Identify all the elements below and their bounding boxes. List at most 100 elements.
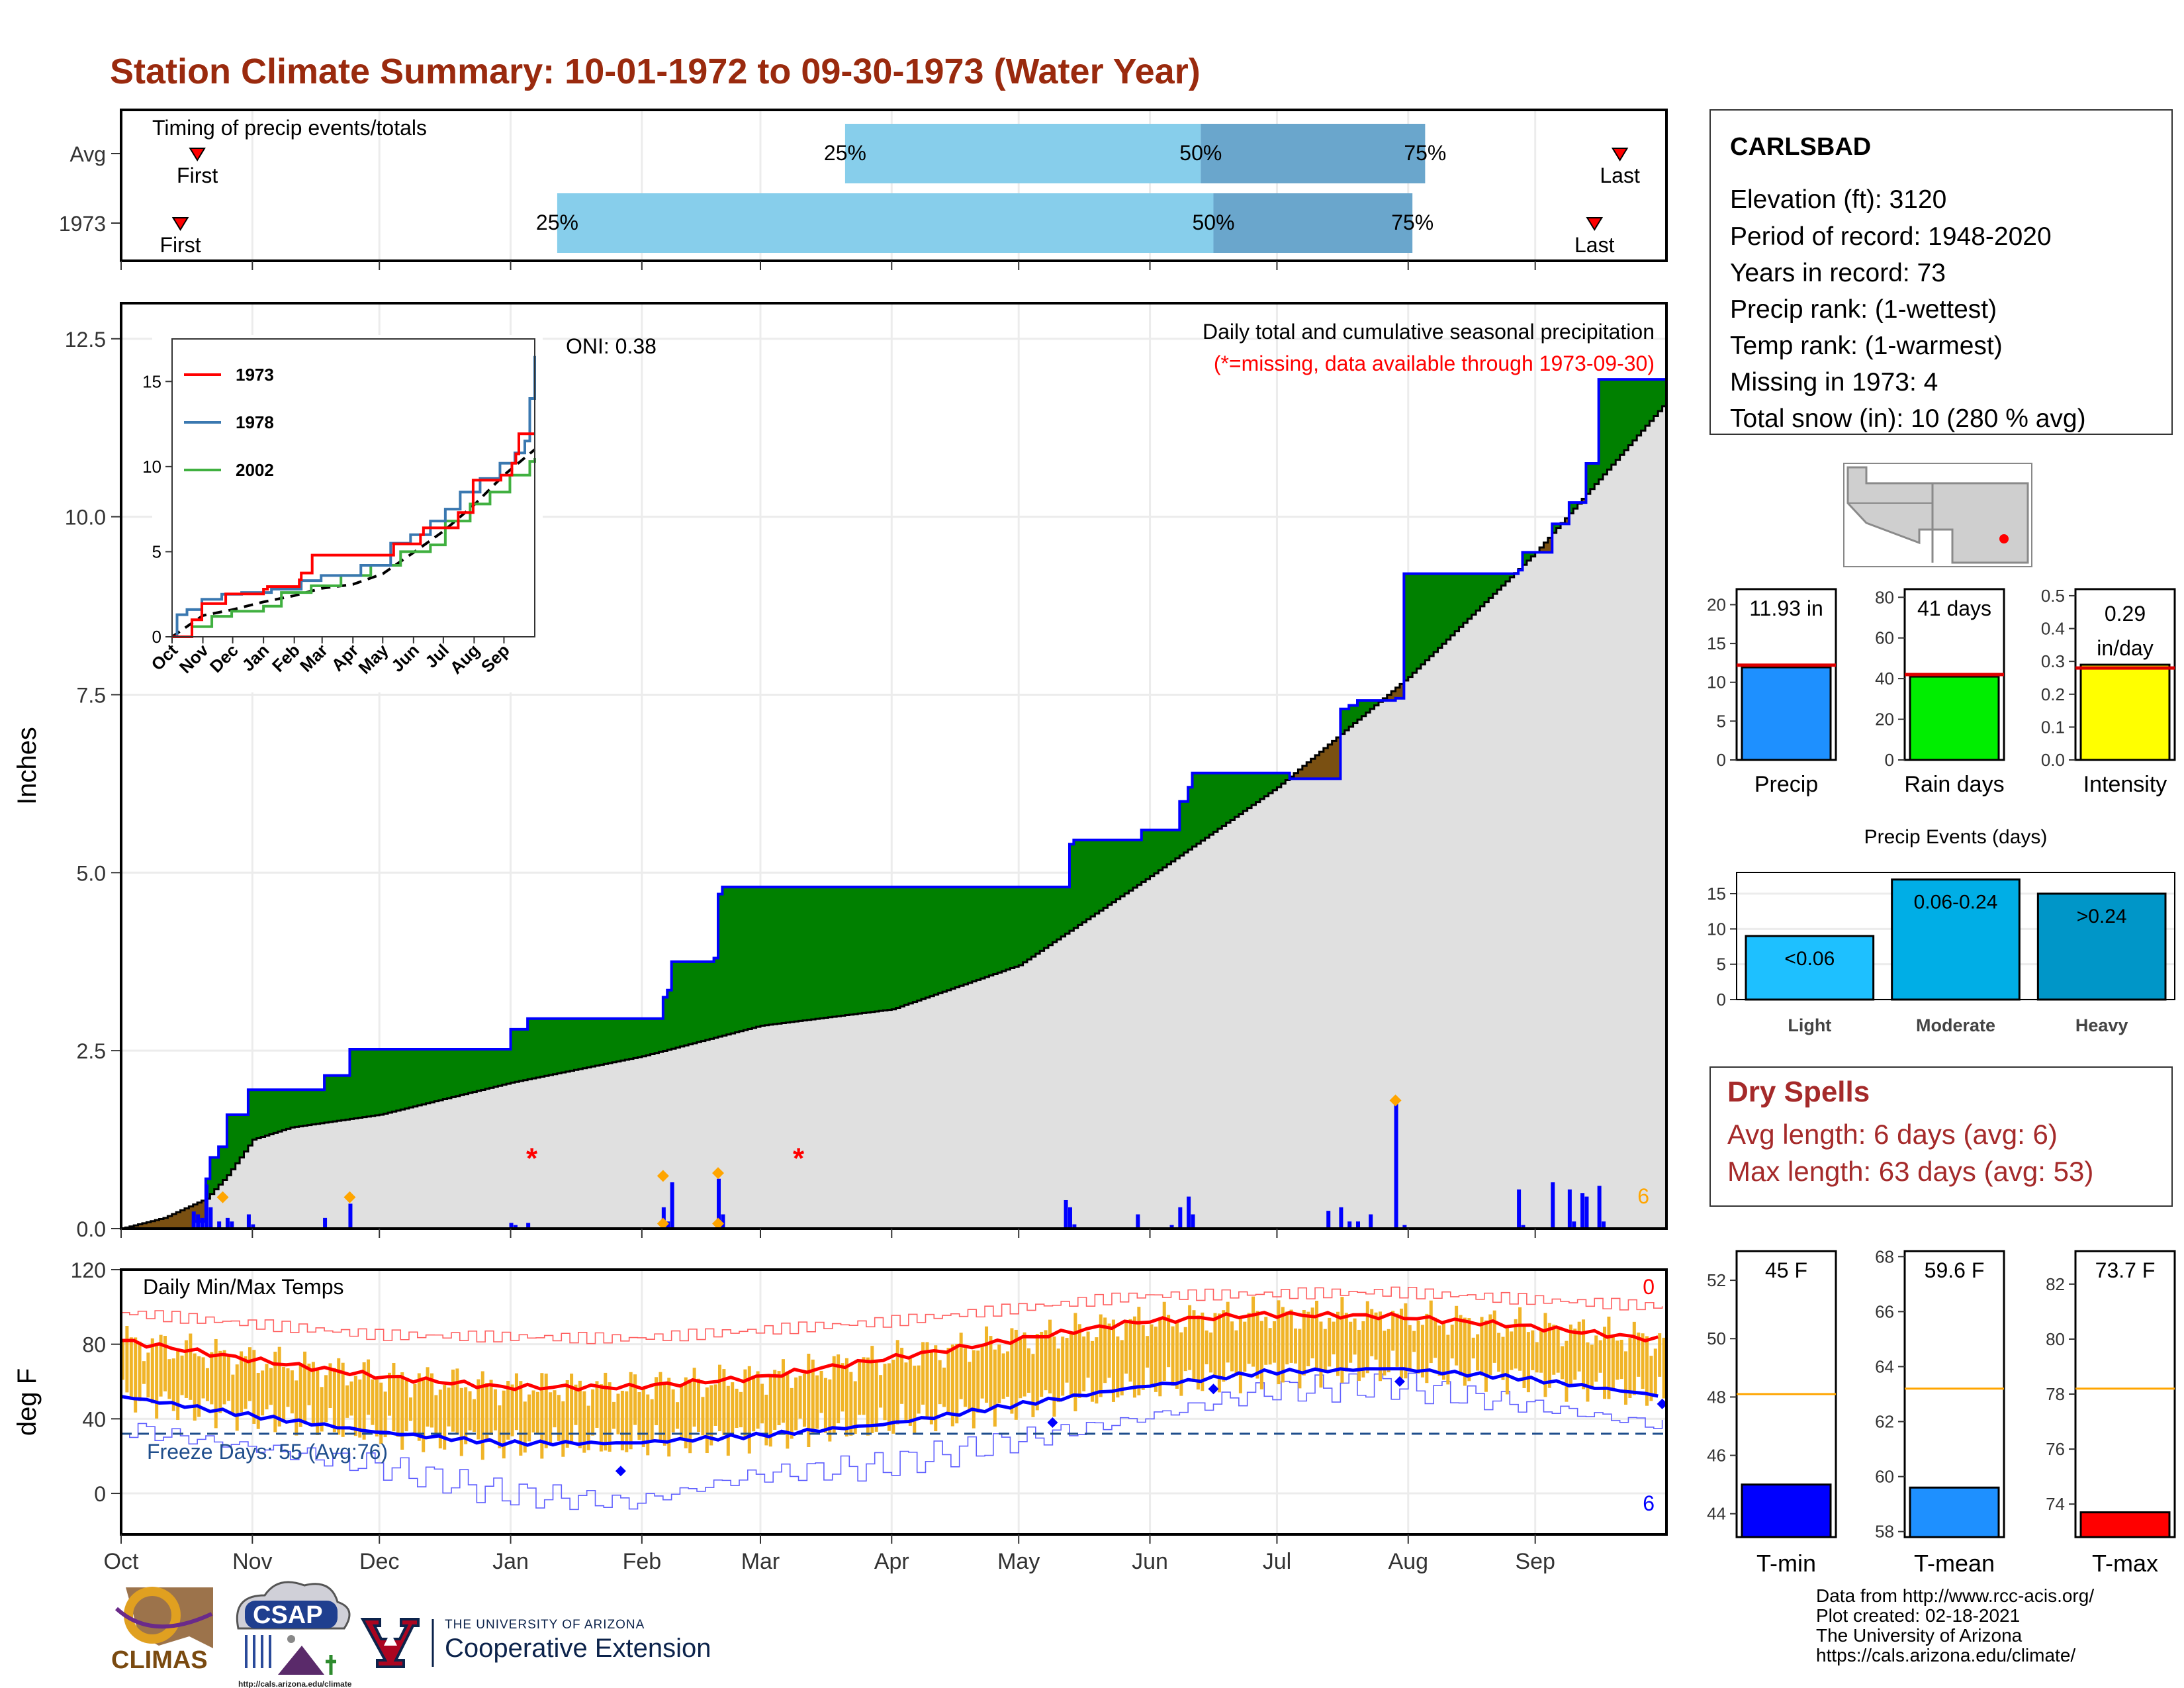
above-average-fill	[964, 886, 969, 984]
daily-temp-bar	[1361, 1321, 1365, 1378]
cumulative-base-fill	[1222, 825, 1227, 1229]
last-marker	[1586, 217, 1604, 231]
cumulative-base-fill	[477, 1091, 482, 1229]
cumulative-base-fill	[1471, 614, 1477, 1229]
cumulative-base-fill	[1065, 933, 1070, 1229]
cumulative-base-fill	[1247, 808, 1252, 1229]
summary-bar	[2079, 663, 2171, 761]
cumulative-base-fill	[917, 1000, 922, 1229]
above-average-fill	[777, 886, 782, 1024]
y-axis-label: Inches	[13, 727, 42, 805]
cumulative-base-fill	[1603, 474, 1608, 1229]
cumulative-base-fill	[1518, 570, 1524, 1229]
above-average-fill	[735, 886, 740, 1033]
daily-temp-bar	[222, 1350, 226, 1405]
timing-row-label: Avg	[69, 142, 106, 166]
daily-temp-bar	[1048, 1319, 1052, 1393]
cumulative-base-fill	[256, 1138, 261, 1229]
month-label: Nov	[232, 1549, 272, 1574]
daily-temp-bar	[942, 1368, 946, 1407]
cumulative-base-fill	[1395, 698, 1400, 1229]
above-average-fill	[917, 886, 922, 1001]
above-average-fill	[731, 886, 736, 1034]
daily-temp-bar	[786, 1371, 790, 1449]
cumulative-base-fill	[773, 1024, 778, 1229]
above-average-fill	[1226, 773, 1231, 823]
daily-temp-bar	[430, 1373, 433, 1428]
cumulative-base-fill	[1251, 805, 1257, 1229]
above-average-fill	[438, 1049, 443, 1101]
above-average-fill	[1404, 573, 1409, 680]
daily-temp-bar	[1514, 1319, 1518, 1369]
summary-y-tick: 20	[1707, 594, 1726, 614]
cumulative-base-fill	[1277, 787, 1282, 1229]
info-line: Precip rank: (1-wettest)	[1730, 295, 1997, 324]
cumulative-base-fill	[1510, 577, 1515, 1229]
daily-temp-bar	[929, 1350, 933, 1425]
cumulative-base-fill	[921, 999, 927, 1229]
above-average-fill	[1264, 773, 1269, 796]
summary-bar-label: Precip	[1754, 772, 1818, 797]
daily-temp-bar	[1603, 1327, 1607, 1399]
event-category-label: Light	[1788, 1015, 1831, 1035]
daily-extreme-marker	[1389, 1094, 1402, 1107]
above-average-fill	[489, 1049, 494, 1088]
daily-temp-bar	[709, 1385, 713, 1446]
daily-temp-bar	[557, 1395, 561, 1441]
cumulative-base-fill	[964, 984, 969, 1229]
above-average-fill	[375, 1049, 380, 1115]
above-average-fill	[527, 1018, 533, 1080]
daily-temp-bar	[388, 1372, 392, 1416]
daily-temp-bar	[1137, 1307, 1141, 1395]
daily-temp-bar	[1001, 1353, 1005, 1399]
above-average-fill	[1480, 573, 1485, 606]
cumulative-base-fill	[1441, 643, 1447, 1229]
cumulative-base-fill	[718, 1037, 723, 1229]
csap-logo: CSAP http://cals.arizona.edu/climate	[236, 1581, 352, 1688]
daily-temp-bar	[1488, 1314, 1492, 1375]
below-average-fill	[1547, 538, 1553, 553]
daily-temp-bar	[989, 1336, 993, 1411]
daily-temp-bar	[637, 1392, 641, 1440]
cumulative-base-fill	[1141, 882, 1146, 1229]
cumulative-base-fill	[701, 1041, 706, 1229]
above-average-fill	[1450, 573, 1455, 635]
daily-precip-bar	[1187, 1196, 1191, 1229]
above-average-fill	[1526, 552, 1531, 561]
cumulative-base-fill	[303, 1125, 308, 1229]
cumulative-base-fill	[1467, 618, 1473, 1229]
cumulative-base-fill	[1095, 914, 1100, 1229]
daily-temp-bar	[1167, 1315, 1171, 1368]
cumulative-base-fill	[252, 1139, 257, 1229]
cumulative-base-fill	[1175, 858, 1180, 1229]
daily-temp-bar	[201, 1357, 205, 1399]
cumulative-base-fill	[1547, 552, 1553, 1229]
daily-temp-bar	[604, 1372, 608, 1451]
cumulative-base-fill	[1565, 524, 1570, 1229]
temp-summary-label: T-mean	[1914, 1550, 1995, 1577]
daily-temp-bar	[447, 1387, 451, 1427]
daily-temp-bar	[1116, 1336, 1120, 1398]
daily-temp-bar	[1044, 1330, 1048, 1391]
daily-temp-bar	[1323, 1329, 1327, 1372]
above-average-fill	[802, 886, 807, 1021]
above-average-fill	[1179, 801, 1185, 856]
daily-temp-bar	[422, 1378, 426, 1452]
above-average-fill	[1247, 773, 1252, 808]
daily-temp-bar	[1238, 1319, 1242, 1393]
daily-temp-bar	[879, 1375, 883, 1408]
month-label: May	[997, 1549, 1040, 1574]
above-average-fill	[1167, 829, 1172, 865]
above-average-fill	[874, 886, 880, 1011]
above-average-fill	[523, 1029, 528, 1080]
cumulative-base-fill	[362, 1117, 367, 1229]
above-average-fill	[676, 961, 681, 1048]
cumulative-base-fill	[1645, 426, 1651, 1229]
cumulative-base-fill	[1132, 888, 1138, 1229]
daily-temp-bar	[345, 1385, 349, 1418]
daily-temp-bar	[1611, 1335, 1615, 1391]
cumulative-base-fill	[662, 1051, 668, 1229]
above-average-fill	[591, 1018, 596, 1067]
above-average-fill	[1598, 379, 1604, 480]
cumulative-base-fill	[535, 1077, 541, 1229]
